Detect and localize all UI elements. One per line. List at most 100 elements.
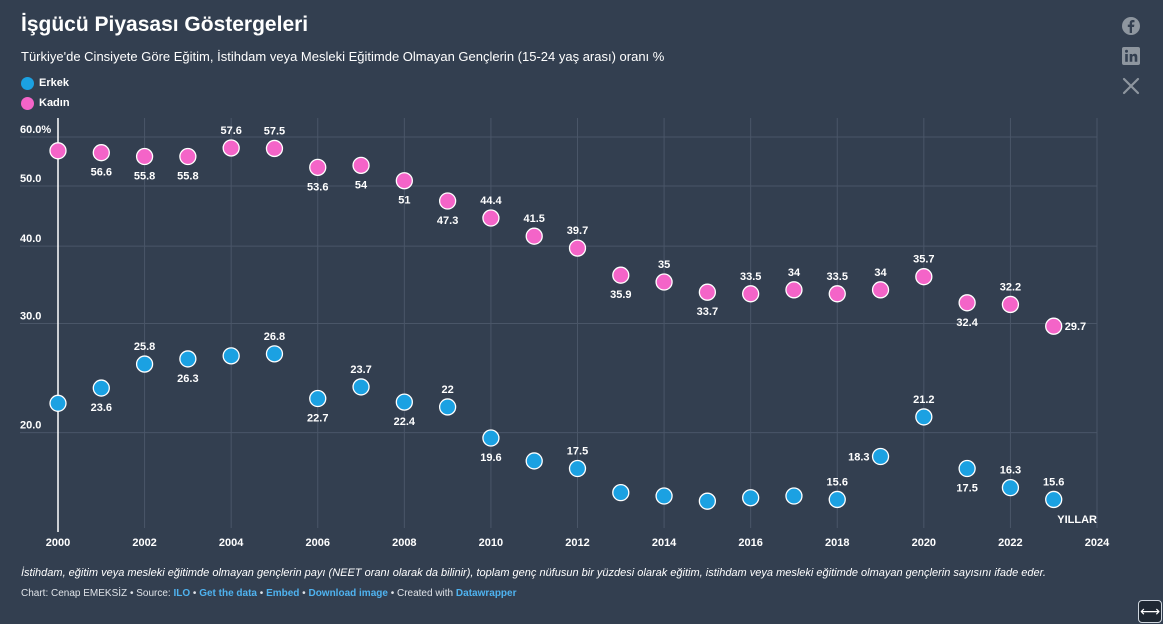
data-label-kadin: 57.5: [264, 125, 285, 137]
data-label-kadin: 32.4: [956, 317, 978, 329]
data-label-kadin: 44.4: [480, 195, 502, 207]
point-kadin: [525, 227, 543, 245]
data-label-kadin: 56.6: [91, 167, 112, 179]
point-kadin: [92, 144, 110, 162]
point-kadin: [438, 192, 457, 210]
point-kadin: [958, 294, 976, 312]
x-tick-label: 2008: [392, 537, 416, 549]
y-tick-label: 50.0: [20, 173, 41, 185]
point-erkek: [958, 459, 976, 478]
point-kadin: [482, 209, 500, 227]
x-tick-label: 2020: [912, 537, 936, 549]
point-erkek: [49, 394, 67, 412]
x-icon[interactable]: [1121, 76, 1141, 96]
chart-author: Chart: Cenap EMEKSİZ: [21, 588, 128, 599]
point-kadin: [915, 268, 933, 286]
data-label-kadin: 55.8: [177, 171, 198, 183]
data-label-kadin: 53.6: [307, 181, 328, 193]
legend-item-kadin[interactable]: Kadın: [21, 94, 70, 112]
point-kadin: [612, 266, 630, 284]
datawrapper-link[interactable]: Datawrapper: [455, 588, 517, 599]
point-erkek: [568, 459, 587, 478]
point-erkek: [525, 452, 543, 470]
footnote: İstihdam, eğitim veya mesleki eğitimde o…: [21, 567, 1046, 579]
chart-area: 2000 2002 2004 2006 2008 2010 2012 2014 2016 2018…: [20, 118, 1110, 549]
data-label-erkek: 23.7: [350, 364, 371, 376]
point-erkek: [785, 487, 803, 505]
data-label-kadin: 55.8: [134, 171, 155, 183]
y-tick-label: 40.0: [20, 233, 41, 245]
data-label-erkek: 23.6: [91, 402, 112, 414]
data-label-kadin: 35.7: [913, 254, 934, 266]
point-kadin: [179, 147, 197, 166]
point-kadin: [265, 139, 284, 158]
legend: Erkek Kadın: [21, 74, 70, 114]
point-erkek: [1001, 478, 1020, 497]
point-erkek: [742, 489, 760, 507]
linkedin-icon[interactable]: [1121, 46, 1141, 66]
y-tick-label: 60.0%: [20, 124, 51, 136]
x-tick-label: 2022: [998, 537, 1022, 549]
data-label-kadin: 34: [788, 267, 801, 279]
data-label-erkek: 18.3: [848, 451, 869, 463]
axis-layer: 2000 2002 2004 2006 2008 2010 2012 2014 2016 2018…: [20, 118, 1110, 549]
point-erkek: [309, 389, 327, 408]
data-label-erkek: 26.3: [177, 373, 198, 385]
data-label-kadin: 35: [658, 259, 670, 271]
point-kadin: [222, 139, 240, 157]
data-label-kadin: 47.3: [437, 215, 458, 227]
point-erkek: [828, 490, 846, 509]
data-label-kadin: 41.5: [523, 213, 544, 225]
expand-button[interactable]: ⟷: [1138, 600, 1162, 623]
data-label-kadin: 35.9: [610, 289, 631, 301]
data-label-erkek: 25.8: [134, 341, 155, 353]
point-erkek: [179, 350, 197, 368]
point-erkek: [135, 355, 154, 373]
source-prefix: • Source:: [129, 588, 171, 599]
y-tick-label: 30.0: [20, 311, 41, 323]
x-tick-label: 2012: [565, 537, 589, 549]
embed-link[interactable]: Embed: [266, 588, 300, 599]
point-layer: [49, 139, 1063, 510]
x-tick-label: 2010: [479, 537, 503, 549]
point-erkek: [352, 378, 370, 396]
data-label-erkek: 17.5: [956, 483, 977, 495]
created-with-text: • Created with: [390, 588, 454, 599]
data-label-kadin: 33.5: [740, 271, 761, 283]
point-erkek: [1045, 490, 1063, 509]
point-erkek: [92, 379, 110, 397]
legend-label-erkek: Erkek: [39, 77, 69, 89]
data-label-kadin: 39.7: [567, 225, 588, 237]
x-tick-label: 2014: [652, 537, 677, 549]
data-label-erkek: 17.5: [567, 446, 588, 458]
chart-title: İşgücü Piyasası Göstergeleri: [21, 13, 309, 36]
point-kadin: [871, 281, 890, 299]
point-erkek: [395, 393, 413, 411]
data-label-erkek: 15.6: [1043, 476, 1064, 488]
data-label-erkek: 22.4: [394, 416, 416, 428]
source-link[interactable]: ILO: [173, 588, 191, 599]
x-tick-label: 2018: [825, 537, 849, 549]
data-label-erkek: 19.6: [480, 452, 501, 464]
point-erkek: [438, 398, 457, 416]
facebook-icon[interactable]: [1121, 16, 1141, 36]
point-kadin: [395, 172, 413, 190]
point-erkek: [871, 447, 890, 466]
data-label-kadin: 33.5: [827, 271, 848, 283]
data-label-erkek: 16.3: [1000, 465, 1021, 477]
x-tick-label: 2000: [46, 537, 70, 549]
get-data-link[interactable]: Get the data: [199, 588, 257, 599]
point-erkek: [482, 429, 500, 447]
label-layer: 56.6 55.8 55.8 57.6 57.5 53.6 54 51 47.3 44.4 41.5…: [91, 125, 1087, 495]
point-kadin: [309, 158, 327, 176]
x-axis-title: YILLAR: [1057, 514, 1097, 526]
expand-arrows-icon: ⟷: [1139, 603, 1161, 619]
point-kadin: [49, 142, 67, 160]
data-label-erkek: 21.2: [913, 394, 934, 406]
data-label-kadin: 51: [398, 195, 410, 207]
y-tick-label: 20.0: [20, 420, 41, 432]
x-tick-label: 2016: [738, 537, 762, 549]
download-image-link[interactable]: Download image: [308, 588, 388, 599]
legend-item-erkek[interactable]: Erkek: [21, 74, 70, 92]
point-kadin: [698, 283, 717, 301]
